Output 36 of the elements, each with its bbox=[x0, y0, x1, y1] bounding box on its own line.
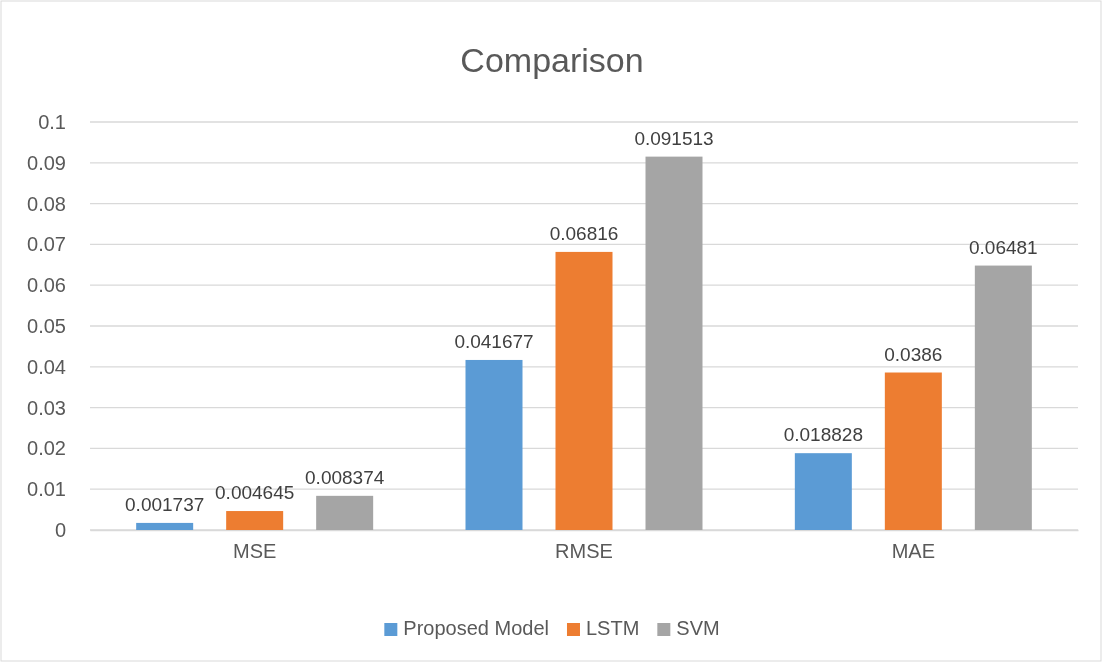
bar bbox=[884, 372, 942, 530]
y-tick-label: 0.04 bbox=[27, 355, 66, 378]
y-tick-label: 0.07 bbox=[27, 233, 66, 256]
y-tick-label: 0.09 bbox=[27, 151, 66, 174]
bar bbox=[136, 522, 194, 530]
x-tick-label: RMSE bbox=[555, 540, 613, 563]
y-tick-label: 0.02 bbox=[27, 437, 66, 460]
bar bbox=[555, 251, 613, 530]
y-tick-label: 0.08 bbox=[27, 192, 66, 215]
legend-label: LSTM bbox=[585, 617, 640, 639]
y-tick-label: 0.01 bbox=[27, 478, 66, 501]
data-label: 0.018828 bbox=[783, 424, 863, 446]
legend-label: Proposed Model bbox=[403, 617, 549, 639]
bar bbox=[794, 453, 852, 530]
data-label: 0.091513 bbox=[634, 127, 714, 149]
y-tick-label: 0.1 bbox=[38, 110, 66, 133]
data-label: 0.004645 bbox=[215, 482, 295, 504]
bar bbox=[974, 265, 1032, 530]
data-label: 0.06816 bbox=[549, 222, 619, 244]
chart-title: Comparison bbox=[460, 41, 644, 79]
data-label: 0.041677 bbox=[454, 330, 534, 352]
bar bbox=[645, 156, 703, 530]
bar bbox=[316, 495, 374, 530]
legend-label: SVM bbox=[676, 617, 720, 639]
y-tick-label: 0.06 bbox=[27, 274, 66, 297]
bar bbox=[465, 359, 523, 530]
data-label: 0.06481 bbox=[968, 236, 1038, 258]
y-tick-label: 0.05 bbox=[27, 314, 66, 337]
bar bbox=[226, 511, 284, 530]
y-tick-label: 0 bbox=[54, 518, 66, 541]
y-tick-label: 0.03 bbox=[27, 396, 66, 419]
x-tick-label: MAE bbox=[891, 540, 936, 563]
data-label: 0.0386 bbox=[884, 343, 943, 365]
data-label: 0.008374 bbox=[305, 466, 385, 488]
x-tick-label: MSE bbox=[232, 540, 277, 563]
data-label: 0.001737 bbox=[125, 493, 205, 515]
